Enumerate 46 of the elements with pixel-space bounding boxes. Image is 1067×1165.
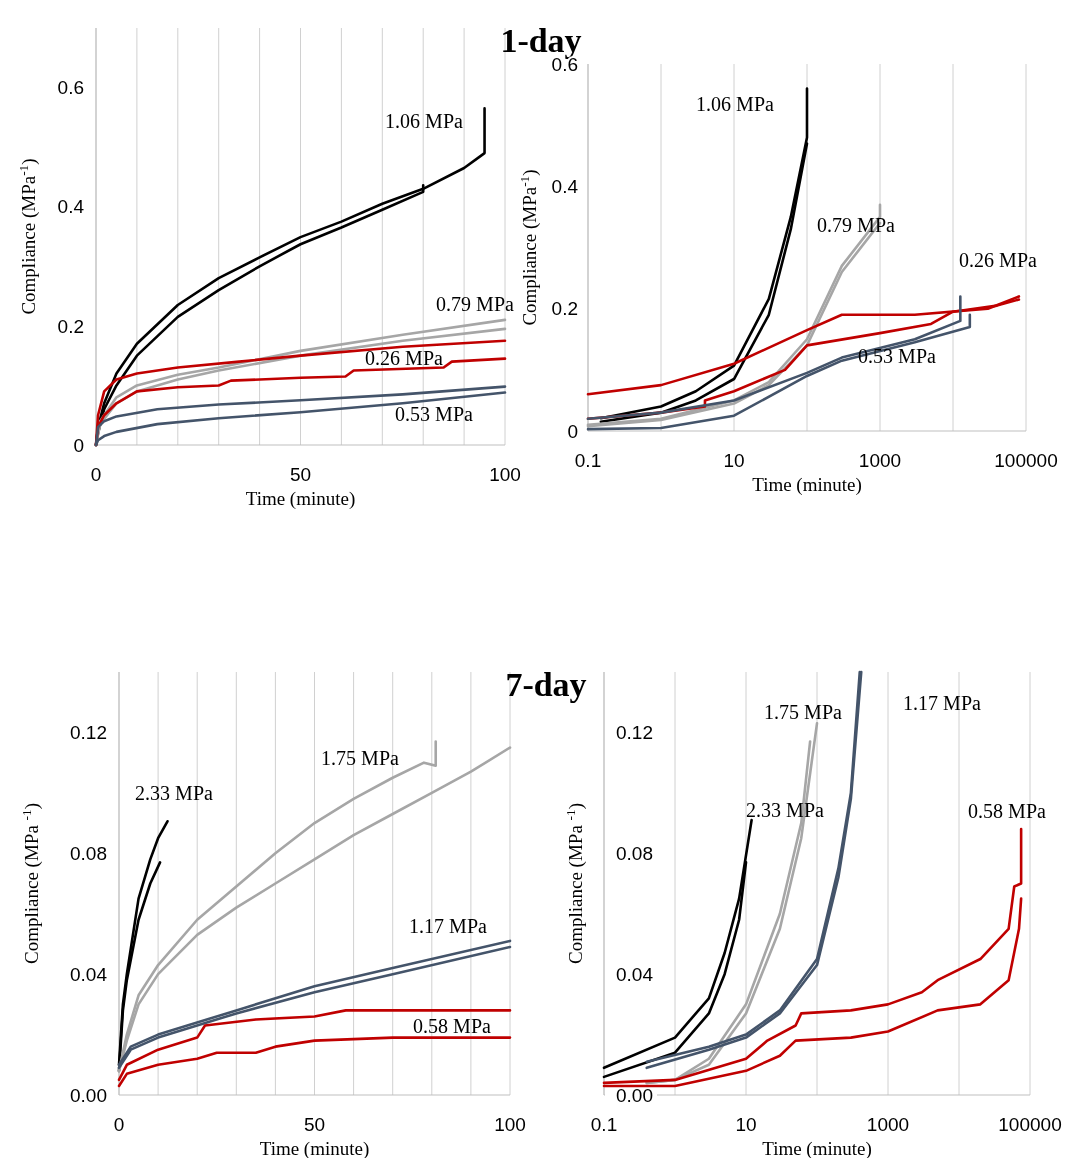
- series-label: 0.26 MPa: [365, 347, 444, 369]
- y-tick-label: 0.6: [57, 77, 84, 99]
- series-label: 2.33 MPa: [746, 799, 825, 821]
- chart-title: 7-day: [505, 666, 587, 703]
- series-label: 2.33 MPa: [135, 782, 214, 804]
- y-tick-label: 0: [73, 434, 84, 456]
- x-tick-label: 10: [735, 1114, 757, 1135]
- y-tick-label: 0: [567, 420, 578, 442]
- x-tick-label: 10: [723, 450, 745, 471]
- x-tick-label: 50: [289, 464, 312, 485]
- series-label: 1.06 MPa: [696, 93, 775, 115]
- y-tick-label: 0.00: [70, 1084, 107, 1106]
- series-label: 0.79 MPa: [817, 214, 896, 236]
- x-tick-label: 1000: [858, 450, 902, 471]
- y-tick-label: 0.00: [616, 1084, 653, 1106]
- series-label: 1.06 MPa: [385, 110, 464, 132]
- x-axis-title: Time (minute): [245, 488, 356, 510]
- y-tick-label: 0.12: [616, 722, 653, 744]
- series-label: 0.26 MPa: [959, 249, 1038, 271]
- text: 1.17 MPa: [903, 692, 982, 714]
- x-tick-label: 50: [303, 1114, 326, 1135]
- x-tick-label: 0.1: [590, 1114, 618, 1135]
- series-label: 0.58 MPa: [968, 800, 1047, 822]
- y-tick-label: 0.04: [616, 963, 654, 985]
- x-tick-label: 0.1: [574, 450, 602, 471]
- y-tick-label: 0.4: [57, 196, 85, 218]
- series-label: 1.75 MPa: [321, 747, 400, 769]
- x-axis-title: Time (minute): [752, 474, 862, 496]
- series-label: 0.53 MPa: [395, 403, 474, 425]
- y-tick-label: 0.04: [70, 963, 108, 985]
- series-label: 1.17 MPa: [409, 915, 488, 937]
- y-tick-label: 0.08: [616, 842, 653, 864]
- y-tick-label: 0.2: [57, 315, 84, 337]
- series-label: 0.79 MPa: [436, 293, 515, 315]
- y-tick-label: 0.4: [551, 175, 579, 197]
- y-tick-label: 0.12: [70, 722, 107, 744]
- x-tick-label: 100000: [998, 1114, 1062, 1135]
- series-label: 1.75 MPa: [764, 701, 843, 723]
- x-tick-label: 100: [494, 1114, 526, 1135]
- y-tick-label: 0.08: [70, 842, 107, 864]
- y-tick-label: 0.2: [551, 298, 578, 320]
- series-label: 0.58 MPa: [413, 1015, 492, 1037]
- x-tick-label: 100: [489, 464, 521, 485]
- x-tick-label: 100000: [994, 450, 1058, 471]
- x-tick-label: 1000: [866, 1114, 910, 1135]
- x-tick-label: 0: [113, 1114, 125, 1135]
